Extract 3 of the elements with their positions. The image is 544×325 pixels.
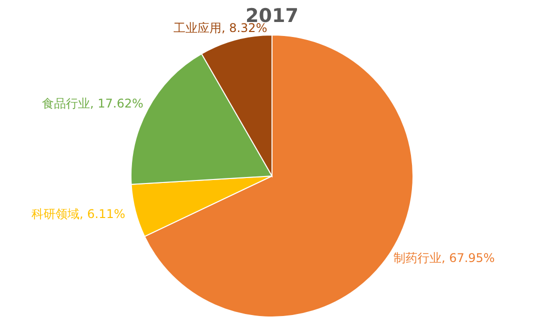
slice-label: 制药行业, 67.95% — [393, 250, 495, 265]
slice-label: 食品行业, 17.62% — [42, 96, 144, 110]
slice-label: 科研领域, 6.11% — [32, 207, 126, 222]
